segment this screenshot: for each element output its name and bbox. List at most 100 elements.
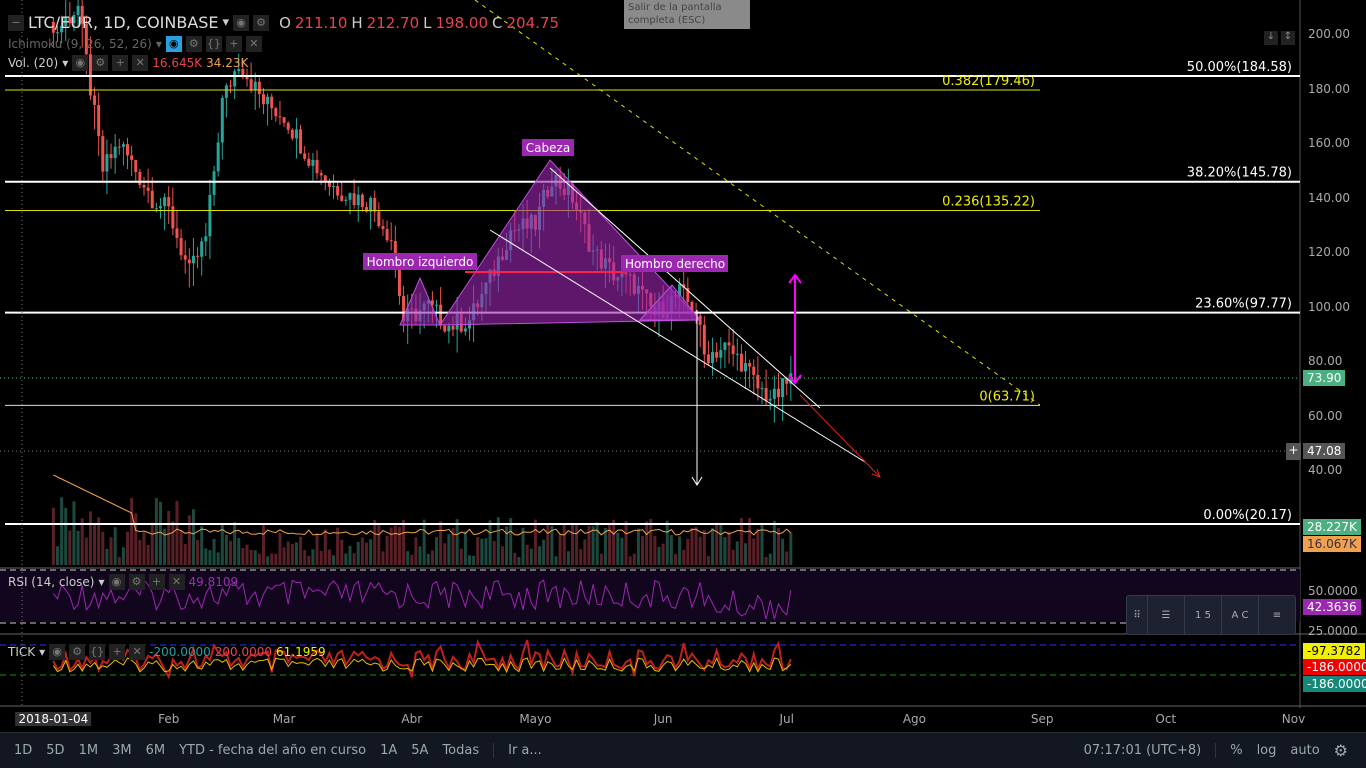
goto-date-button[interactable]: Ir a...	[493, 743, 542, 758]
range-5a[interactable]: 5A	[411, 743, 429, 758]
plus-icon[interactable]: +	[148, 574, 165, 590]
close-icon[interactable]: ✕	[168, 574, 185, 590]
range-all[interactable]: Todas	[442, 743, 480, 758]
close-icon[interactable]: ✕	[132, 55, 149, 71]
time-tick: 2018-01-04	[15, 712, 92, 726]
time-axis[interactable]: 2018-01-04 Feb Mar Abr Mayo Jun Jul Ago Sep Oct No…	[0, 708, 1305, 732]
fib-level-label: 0(63.71)	[979, 389, 1035, 404]
tick-label[interactable]: TICK	[8, 645, 36, 659]
plus-icon[interactable]: +	[225, 36, 242, 52]
percent-toggle[interactable]: %	[1215, 743, 1243, 758]
candle	[212, 171, 216, 195]
chevron-down-icon[interactable]: ▾	[222, 15, 230, 30]
rsi-label[interactable]: RSI (14, close)	[8, 575, 95, 589]
auto-scale-icon[interactable]: ↕	[1281, 31, 1295, 45]
gear-icon[interactable]: ⚙	[185, 36, 202, 52]
candle	[257, 81, 261, 95]
candle	[744, 362, 748, 372]
volume-bar	[579, 549, 583, 565]
eye-icon[interactable]: ◉	[165, 36, 182, 52]
eye-icon[interactable]: ◉	[49, 644, 66, 660]
volume-bar	[603, 528, 607, 565]
source-icon[interactable]: {}	[205, 36, 222, 52]
eye-icon[interactable]: ◉	[108, 574, 125, 590]
plus-icon[interactable]: +	[109, 644, 126, 660]
volume-bar	[649, 519, 653, 565]
wave-ac-tool-icon[interactable]: A C	[1221, 596, 1258, 634]
clock[interactable]: 07:17:01 (UTC+8)	[1083, 743, 1202, 758]
range-1d[interactable]: 1D	[14, 743, 33, 758]
plus-icon[interactable]: +	[112, 55, 129, 71]
horizontal-lines-tool-icon[interactable]: ☰	[1147, 596, 1184, 634]
chevron-down-icon[interactable]: ▾	[155, 37, 162, 51]
range-5d[interactable]: 5D	[46, 743, 65, 758]
arrowhead-icon	[691, 476, 703, 486]
chevron-down-icon[interactable]: ▾	[62, 56, 69, 70]
volume-bar	[200, 526, 204, 565]
candle	[344, 199, 348, 201]
range-3m[interactable]: 3M	[112, 743, 132, 758]
candle	[327, 182, 331, 187]
volume-bar	[665, 520, 669, 565]
volume-bar	[694, 527, 698, 565]
volume-bar	[348, 545, 352, 565]
candle	[443, 325, 447, 332]
volume-label[interactable]: Vol. (20)	[8, 56, 59, 70]
candle	[752, 366, 756, 375]
volume-bar	[233, 522, 237, 565]
volume-bar	[628, 556, 632, 565]
time-tick: Nov	[1281, 712, 1306, 726]
volume-bar	[163, 528, 167, 565]
plus-icon[interactable]: +	[1286, 443, 1301, 460]
gear-icon[interactable]: ⚙	[128, 574, 145, 590]
candle	[187, 259, 191, 264]
left-shoulder-label: Hombro izquierdo	[367, 255, 474, 269]
ichimoku-label[interactable]: Ichimoku (9, 26, 52, 26)	[8, 37, 152, 51]
candle	[109, 154, 113, 159]
range-ytd[interactable]: YTD - fecha del año en curso	[179, 743, 367, 758]
eye-icon[interactable]: ◉	[72, 55, 89, 71]
eye-icon[interactable]: ◉	[233, 14, 250, 31]
log-toggle[interactable]: log	[1256, 743, 1277, 758]
gear-icon[interactable]: ⚙	[69, 644, 86, 660]
chevron-down-icon[interactable]: ▾	[98, 575, 105, 589]
volume-bar	[776, 528, 780, 565]
candle	[719, 350, 723, 358]
auto-toggle[interactable]: auto	[1290, 743, 1320, 758]
chart-canvas[interactable]: 50.00%(184.58) 0.382(179.46) 38.20%(145.78…	[0, 0, 1366, 732]
chevron-down-icon[interactable]: ▾	[39, 645, 46, 659]
wave-15-tool-icon[interactable]: 1 5	[1184, 596, 1221, 634]
candle	[373, 197, 377, 212]
candle	[55, 32, 59, 34]
source-icon[interactable]: {}	[89, 644, 106, 660]
gear-icon[interactable]: ⚙	[92, 55, 109, 71]
collapse-icon[interactable]: −	[8, 14, 24, 31]
volume-bar	[587, 526, 591, 565]
fib-tool-icon[interactable]: ≡	[1258, 596, 1295, 634]
candle	[439, 304, 443, 326]
candle	[134, 159, 138, 173]
range-6m[interactable]: 6M	[145, 743, 166, 758]
volume-bar	[764, 556, 768, 565]
close-icon[interactable]: ✕	[245, 36, 262, 52]
arrow-down-icon[interactable]: ↓	[1264, 31, 1278, 45]
volume-bar	[500, 546, 504, 565]
volume-bar	[505, 526, 509, 565]
volume-bar	[636, 528, 640, 565]
gear-icon[interactable]: ⚙	[253, 14, 270, 31]
candle	[158, 206, 162, 209]
drag-handle-icon[interactable]: ⠿	[1133, 609, 1141, 621]
candle	[348, 193, 352, 200]
gear-icon[interactable]: ⚙	[1333, 741, 1348, 760]
volume-bar	[117, 556, 121, 565]
candle	[175, 228, 179, 238]
price-tick: 120.00	[1308, 245, 1350, 259]
symbol-title[interactable]: LTC/EUR, 1D, COINBASE	[28, 13, 219, 32]
drawing-toolbar: ⠿ ☰ 1 5 A C ≡	[1126, 595, 1296, 635]
range-1m[interactable]: 1M	[78, 743, 99, 758]
close-icon[interactable]: ✕	[129, 644, 146, 660]
rsi-axis-50: 50.0000	[1308, 584, 1358, 598]
candle	[229, 85, 233, 87]
price-tick: 80.00	[1308, 354, 1343, 368]
range-1a[interactable]: 1A	[380, 743, 398, 758]
